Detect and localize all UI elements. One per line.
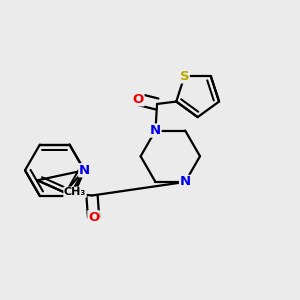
- Text: N: N: [180, 176, 191, 188]
- Text: CH₃: CH₃: [64, 187, 86, 197]
- Text: O: O: [88, 211, 99, 224]
- Text: N: N: [79, 164, 90, 177]
- Text: S: S: [180, 70, 189, 83]
- Text: O: O: [133, 93, 144, 106]
- Text: N: N: [150, 124, 161, 137]
